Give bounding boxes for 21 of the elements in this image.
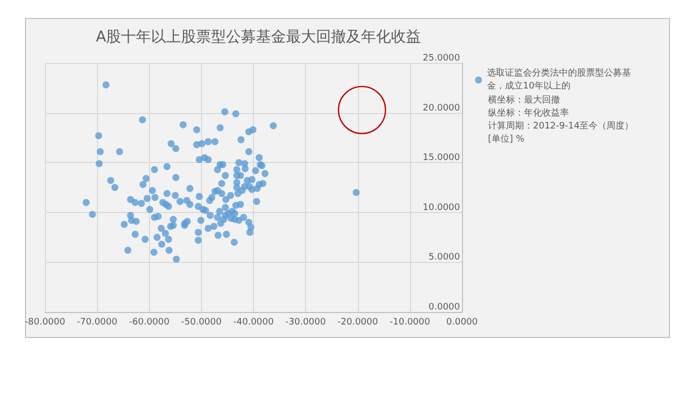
y-tick-label: 10.0000 [422, 202, 460, 213]
x-tick-label: -30.0000 [285, 318, 326, 328]
x-tick-label: -70.0000 [76, 318, 118, 328]
x-tick-label: -80.0000 [24, 318, 66, 328]
x-tick-label: -20.0000 [338, 318, 378, 328]
y-tick-label: 25.0000 [422, 54, 460, 64]
text: [单位] % [488, 134, 525, 144]
x-tick-label: -60.0000 [129, 318, 170, 328]
y-tick-label: 5.0000 [428, 252, 460, 263]
y-tick-label: 15.0000 [422, 153, 460, 164]
y-tick-label: 20.0000 [422, 103, 460, 114]
x-tick-label: 0.0000 [446, 318, 478, 328]
text: 横坐标：最大回撤 [488, 94, 560, 106]
chart-title: A股十年以上股票型公募基金最大回撤及年化收益 [96, 28, 422, 46]
x-tick-label: -10.0000 [390, 318, 430, 328]
x-tick-label: -40.0000 [233, 318, 274, 328]
legend-label: 选取证监会分类法中的股票型公募基金，成立10年以上的 [487, 68, 631, 92]
y-tick-label: 0.0000 [428, 302, 460, 312]
text: 计算周期：2012-9-14至今（周度） [488, 120, 634, 132]
x-tick-label: -50.0000 [181, 318, 222, 328]
text: 纵坐标：年化收益率 [488, 108, 569, 118]
